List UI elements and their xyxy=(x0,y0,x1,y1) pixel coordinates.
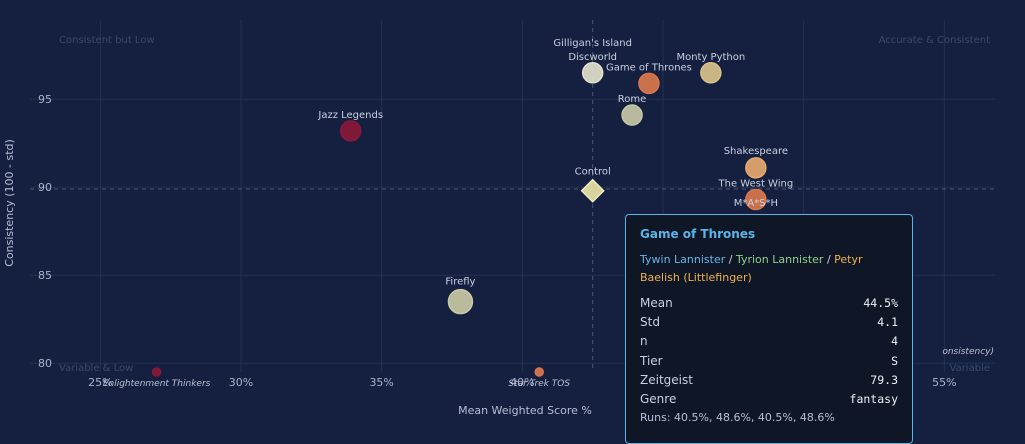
tooltip-value: 44.5% xyxy=(863,295,898,310)
data-point[interactable] xyxy=(638,72,660,95)
tooltip-row-std: Std 4.1 xyxy=(640,312,898,331)
tooltip-value: 79.3 xyxy=(870,372,898,387)
point-label: Monty Python xyxy=(676,52,745,63)
point-label: Jazz Legends xyxy=(317,110,383,121)
point-label: Enlightenment Thinkers xyxy=(103,379,211,389)
point-label: The West Wing xyxy=(718,179,794,190)
data-point[interactable] xyxy=(339,120,362,142)
tooltip-key: Genre xyxy=(640,392,677,407)
quadrant-labels: Consistent but Low Accurate & Consistent V… xyxy=(59,35,994,374)
tooltip-row-mean: Mean 44.5% xyxy=(640,293,898,312)
tooltip-value: 4.1 xyxy=(877,314,898,329)
x-axis-title: Mean Weighted Score % xyxy=(458,404,592,417)
tooltip-separator-1: / xyxy=(725,253,736,266)
point-label: Rome xyxy=(618,94,647,105)
tooltip-value: fantasy xyxy=(849,392,898,407)
point-label: Gilligan's Island xyxy=(553,38,632,49)
tooltip-key: Zeitgeist xyxy=(640,372,693,387)
tooltip-runs: Runs: 40.5%, 48.6%, 40.5%, 48.6% xyxy=(640,410,835,424)
tooltip-key: Std xyxy=(640,314,660,329)
tooltip-separator-2: / xyxy=(823,253,835,266)
data-points xyxy=(151,62,767,377)
y-axis-title: Consistency (100 - std) xyxy=(3,139,16,267)
x-tick-label: 25% xyxy=(88,376,112,389)
y-tick-label: 80 xyxy=(38,357,52,370)
data-point[interactable] xyxy=(700,62,722,84)
tooltip-characters: Tywin Lannister / Tyrion Lannister / Pet… xyxy=(640,251,898,287)
tooltip-row-genre: Genre fantasy xyxy=(640,389,898,408)
tooltip-value: S xyxy=(891,353,898,368)
data-point[interactable] xyxy=(534,367,544,377)
data-point[interactable] xyxy=(447,288,474,315)
quadrant-label-top-left: Consistent but Low xyxy=(59,35,155,46)
x-tick-label: 35% xyxy=(369,376,393,389)
quadrant-label-top-right: Accurate & Consistent xyxy=(879,35,991,46)
tooltip-key: Tier xyxy=(640,353,663,368)
tooltip-row-tier: Tier S xyxy=(640,351,898,370)
tooltip-title: Game of Thrones xyxy=(640,227,756,241)
point-label: Star Trek TOS xyxy=(508,379,570,389)
tooltip-character-3: Petyr Baelish (Littlefinger) xyxy=(640,253,863,284)
tooltip-character-1: Tywin Lannister xyxy=(640,253,726,266)
point-label: M*A*S*H xyxy=(734,198,778,209)
tooltip-character-2: Tyrion Lannister xyxy=(735,253,824,266)
data-point[interactable] xyxy=(745,157,767,179)
x-tick-label: 30% xyxy=(229,376,253,389)
partial-label: onsistency) xyxy=(942,347,994,357)
data-point[interactable] xyxy=(745,188,767,211)
tooltip-key: Mean xyxy=(640,295,673,310)
control-point[interactable] xyxy=(580,178,605,203)
data-point[interactable] xyxy=(151,367,162,377)
quadrant-label-bottom-right: Variable xyxy=(950,363,991,374)
point-label: Discworld xyxy=(568,52,617,63)
y-tick-label: 90 xyxy=(38,181,52,194)
tooltip-row-zeitgeist: Zeitgeist 79.3 xyxy=(640,370,898,389)
y-tick-label: 95 xyxy=(38,93,52,106)
tooltip-value: 4 xyxy=(891,334,898,349)
x-tick-label: 40% xyxy=(510,376,534,389)
point-label: Firefly xyxy=(445,277,475,288)
y-tick-label: 85 xyxy=(38,269,52,282)
x-tick-label: 55% xyxy=(932,376,956,389)
tooltip-key: n xyxy=(640,334,648,349)
point-label: Game of Thrones xyxy=(606,62,692,73)
point-label: Shakespeare xyxy=(724,146,788,157)
data-point[interactable] xyxy=(581,62,604,84)
tooltip: Game of Thrones Tywin Lannister / Tyrion… xyxy=(625,214,913,444)
data-point[interactable] xyxy=(621,104,643,126)
control-label: Control xyxy=(575,167,611,178)
quadrant-label-bottom-left: Variable & Low xyxy=(59,363,133,374)
